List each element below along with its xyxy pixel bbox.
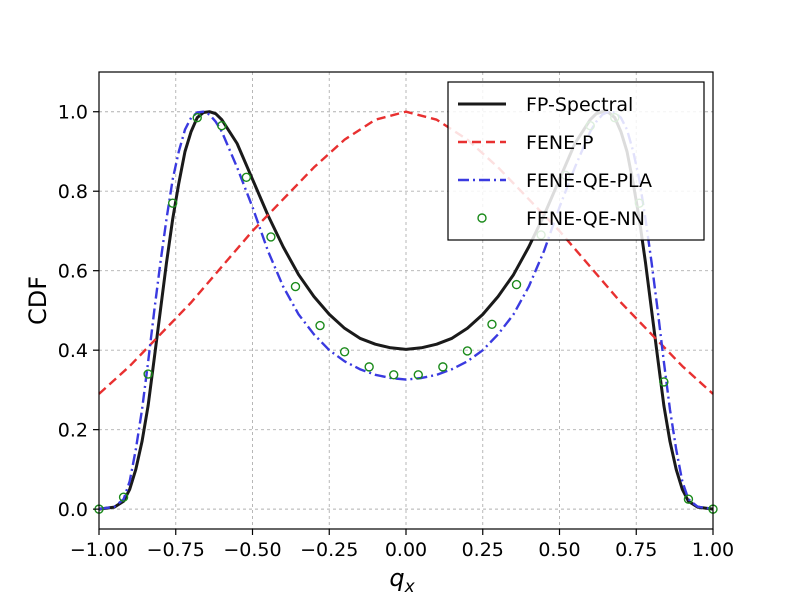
legend-box <box>447 81 705 241</box>
data-point <box>217 120 227 131</box>
x-tick-label: 0.00 <box>385 539 427 561</box>
y-tick-label: 0.0 <box>58 499 88 521</box>
data-point <box>462 346 473 356</box>
legend-item-fene-qe-pla: FENE-QE-PLA <box>458 170 652 192</box>
data-point <box>241 172 252 183</box>
data-point <box>511 279 522 290</box>
series-line-fene-p <box>98 110 714 395</box>
x-axis-title-sub: x <box>404 577 416 596</box>
data-point <box>266 232 276 242</box>
data-point <box>389 370 399 380</box>
data-point <box>143 369 153 379</box>
x-tick-label: −0.50 <box>223 539 281 561</box>
legend-item-fp-spectral: FP-Spectral <box>458 94 633 116</box>
legend-item-fene-p: FENE-P <box>458 132 593 154</box>
data-point <box>339 347 350 357</box>
y-tick-label: 0.2 <box>58 420 88 442</box>
x-tick-label: −0.75 <box>147 539 205 561</box>
data-point <box>413 370 423 380</box>
data-point <box>438 362 448 372</box>
data-point <box>364 362 374 372</box>
x-tick-label: 0.50 <box>538 539 580 561</box>
data-point <box>659 377 669 387</box>
legend-label: FENE-QE-NN <box>526 208 645 230</box>
y-tick-label: 0.8 <box>58 181 88 203</box>
data-point <box>290 281 301 292</box>
x-tick-label: 0.75 <box>615 539 657 561</box>
legend-label: FENE-P <box>526 132 593 154</box>
data-point <box>167 198 178 208</box>
legend-label: FP-Spectral <box>526 94 633 116</box>
x-axis-title-main: q <box>389 564 404 592</box>
x-axis-title: qx <box>389 564 415 596</box>
legend-marker <box>477 213 487 223</box>
y-tick-label: 0.4 <box>58 340 88 362</box>
y-tick-label: 1.0 <box>58 102 88 124</box>
legend-label: FENE-QE-PLA <box>526 170 652 192</box>
x-tick-label: 0.25 <box>462 539 504 561</box>
data-point <box>683 494 694 504</box>
data-point <box>315 320 325 331</box>
x-tick-label: −1.00 <box>70 539 128 561</box>
data-point <box>487 319 497 330</box>
x-tick-label: −0.25 <box>300 539 358 561</box>
y-tick-label: 0.6 <box>58 261 88 283</box>
legend-item-fene-qe-nn: FENE-QE-NN <box>477 208 645 230</box>
legend: FP-Spectral FENE-P FENE-QE-PLA FENE-QE-NN <box>447 81 705 241</box>
data-point <box>118 492 129 502</box>
y-axis-title: CDF <box>24 276 52 325</box>
axis-ticks: −1.00 −0.75 −0.50 −0.25 0.00 0.25 0.50 0.75 1.00… <box>58 102 734 561</box>
x-tick-label: 1.00 <box>692 539 734 561</box>
data-point <box>192 112 202 123</box>
